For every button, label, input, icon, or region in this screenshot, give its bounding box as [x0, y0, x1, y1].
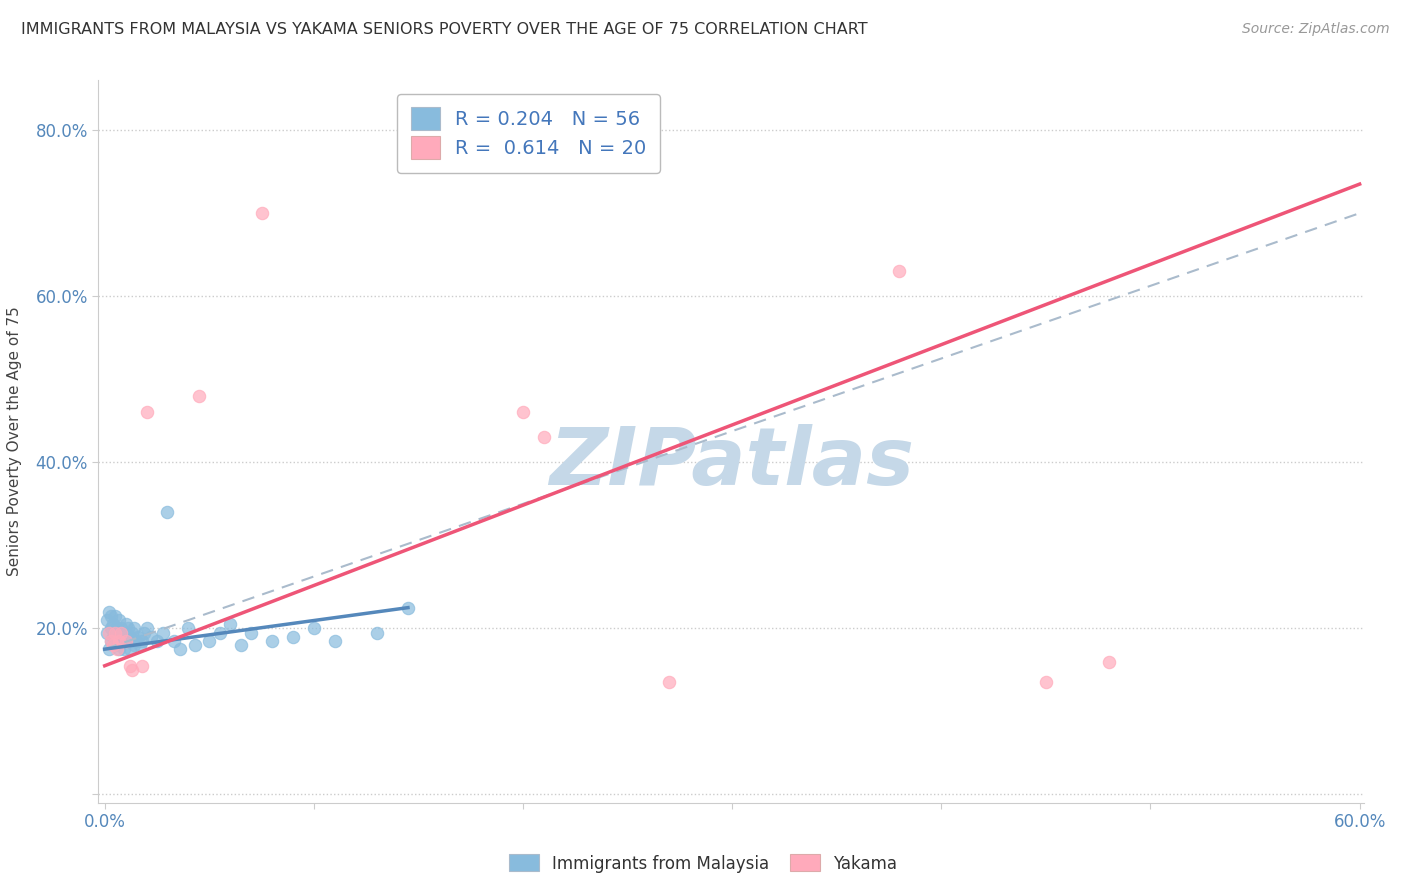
Point — [118, 642, 141, 657]
Point — [250, 206, 273, 220]
Point — [131, 633, 153, 648]
Point — [260, 633, 283, 648]
Point — [117, 633, 139, 648]
Point — [114, 625, 136, 640]
Point — [152, 625, 174, 640]
Point — [127, 630, 149, 644]
Point — [118, 658, 141, 673]
Point — [104, 625, 127, 640]
Point — [96, 625, 118, 640]
Point — [139, 630, 162, 644]
Point — [97, 605, 120, 619]
Point — [281, 630, 304, 644]
Point — [104, 638, 127, 652]
Point — [105, 642, 128, 657]
Point — [100, 633, 122, 648]
Point — [114, 633, 136, 648]
Point — [104, 625, 127, 640]
Point — [1035, 675, 1057, 690]
Point — [100, 621, 122, 635]
Point — [156, 505, 179, 519]
Point — [658, 675, 681, 690]
Point — [117, 621, 139, 635]
Legend: R = 0.204   N = 56, R =  0.614   N = 20: R = 0.204 N = 56, R = 0.614 N = 20 — [396, 94, 661, 172]
Point — [208, 625, 231, 640]
Point — [112, 630, 135, 644]
Point — [177, 621, 200, 635]
Point — [323, 633, 346, 648]
Text: Source: ZipAtlas.com: Source: ZipAtlas.com — [1241, 22, 1389, 37]
Point — [110, 621, 132, 635]
Point — [101, 630, 124, 644]
Point — [110, 625, 132, 640]
Point — [131, 658, 153, 673]
Point — [121, 625, 143, 640]
Point — [198, 633, 221, 648]
Point — [229, 638, 252, 652]
Point — [97, 642, 120, 657]
Point — [104, 609, 127, 624]
Point — [97, 625, 120, 640]
Text: ZIPatlas: ZIPatlas — [548, 425, 914, 502]
Point — [121, 633, 143, 648]
Point — [183, 638, 205, 652]
Point — [240, 625, 263, 640]
Point — [889, 264, 911, 278]
Point — [96, 613, 118, 627]
Point — [512, 405, 534, 419]
Point — [122, 621, 145, 635]
Point — [1098, 655, 1121, 669]
Point — [146, 633, 169, 648]
Legend: Immigrants from Malaysia, Yakama: Immigrants from Malaysia, Yakama — [502, 847, 904, 880]
Point — [129, 638, 152, 652]
Point — [108, 642, 131, 657]
Point — [219, 617, 242, 632]
Point — [125, 633, 148, 648]
Point — [101, 638, 124, 652]
Point — [121, 663, 143, 677]
Point — [101, 617, 124, 632]
Point — [118, 630, 141, 644]
Point — [100, 633, 122, 648]
Point — [163, 633, 186, 648]
Y-axis label: Seniors Poverty Over the Age of 75: Seniors Poverty Over the Age of 75 — [7, 307, 21, 576]
Point — [135, 405, 157, 419]
Point — [100, 609, 122, 624]
Point — [108, 625, 131, 640]
Point — [105, 621, 128, 635]
Text: IMMIGRANTS FROM MALAYSIA VS YAKAMA SENIORS POVERTY OVER THE AGE OF 75 CORRELATIO: IMMIGRANTS FROM MALAYSIA VS YAKAMA SENIO… — [21, 22, 868, 37]
Point — [112, 642, 135, 657]
Point — [122, 638, 145, 652]
Point — [187, 389, 209, 403]
Point — [366, 625, 388, 640]
Point — [108, 633, 131, 648]
Point — [105, 633, 128, 648]
Point — [302, 621, 325, 635]
Point — [396, 600, 419, 615]
Point — [134, 625, 156, 640]
Point — [169, 642, 191, 657]
Point — [114, 617, 136, 632]
Point — [108, 613, 131, 627]
Point — [110, 633, 132, 648]
Point — [533, 430, 555, 444]
Point — [135, 621, 157, 635]
